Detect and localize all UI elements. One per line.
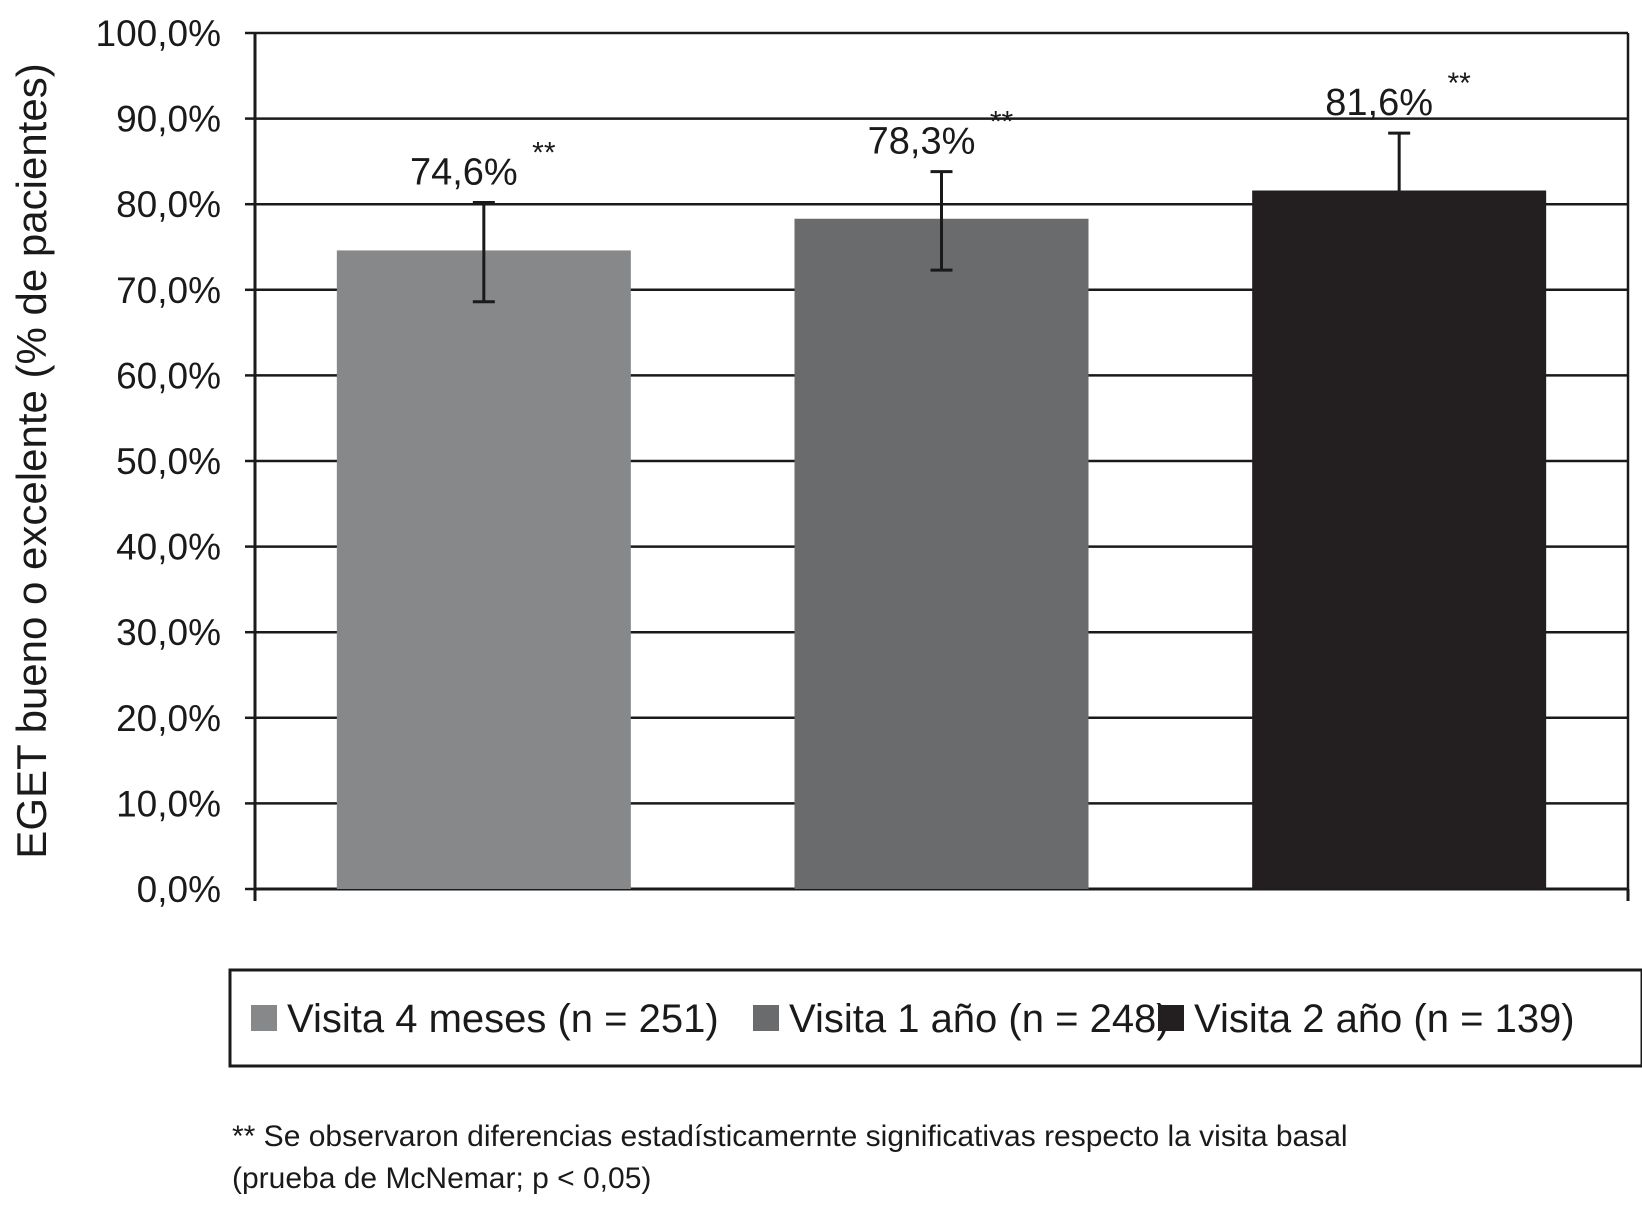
footnote-line: ** Se observaron diferencias estadística… [232,1120,1348,1153]
legend-swatch [1158,1005,1184,1031]
y-tick-label: 90,0% [116,99,221,140]
bar [794,218,1089,889]
y-tick-label: 10,0% [116,783,221,824]
significance-marker: ** [1447,67,1471,100]
legend-swatch [753,1005,779,1031]
y-tick-label: 70,0% [116,270,221,311]
significance-marker: ** [532,136,556,169]
significance-marker: ** [990,106,1014,139]
y-tick-label: 30,0% [116,612,221,653]
legend-box [228,968,1642,1068]
y-tick-label: 60,0% [116,355,221,396]
legend-swatch [251,1005,277,1031]
legend-label: Visita 2 año (n = 139) [1194,997,1575,1041]
y-tick-label: 80,0% [116,184,221,225]
y-tick-label: 100,0% [96,13,222,54]
bar [336,250,631,889]
data-label: 81,6% [1325,82,1433,124]
legend-label: Visita 4 meses (n = 251) [287,997,719,1041]
data-label: 74,6% [410,151,518,193]
y-tick-label: 40,0% [116,527,221,568]
footnote-line: (prueba de McNemar; p < 0,05) [232,1162,651,1195]
y-tick-label: 0,0% [137,869,221,910]
data-label: 78,3% [868,121,976,163]
legend-label: Visita 1 año (n = 248) [789,997,1170,1041]
y-tick-label: 20,0% [116,698,221,739]
y-axis-title: EGET bueno o excelente (% de pacientes) [8,63,55,858]
bar [1252,190,1547,889]
y-tick-label: 50,0% [116,441,221,482]
